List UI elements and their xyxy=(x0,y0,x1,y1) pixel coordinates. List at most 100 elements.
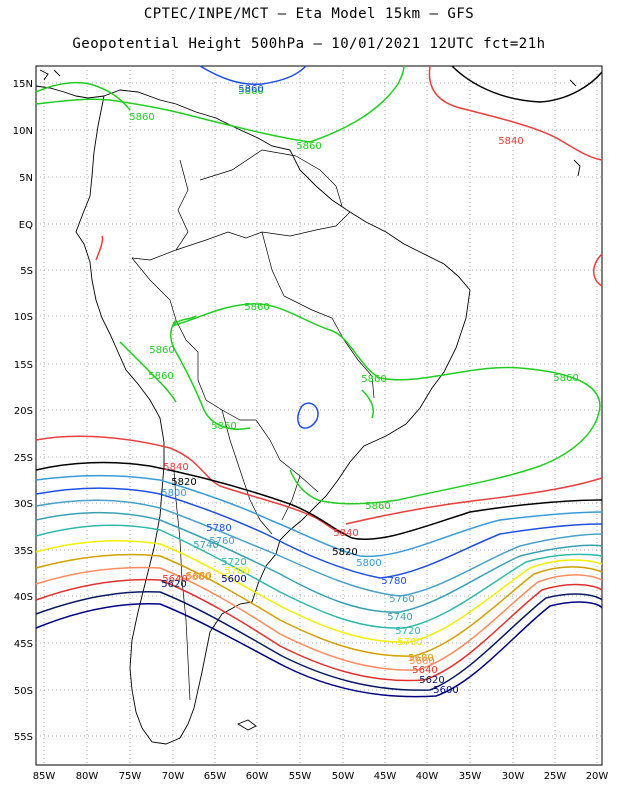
contour-label-5620: 5620 xyxy=(419,675,444,686)
contour-5820 xyxy=(451,65,603,103)
contour-5620 xyxy=(35,590,603,691)
political-borders xyxy=(131,149,375,701)
falkland-islands xyxy=(236,719,257,731)
contour-label-5760: 5760 xyxy=(389,594,414,605)
south-america-coastline xyxy=(75,89,471,745)
contour-label-5660: 5660 xyxy=(185,572,210,583)
lon-tick-label: 80W xyxy=(76,771,99,782)
contour-label-5720: 5720 xyxy=(221,557,246,568)
graticule xyxy=(36,66,602,765)
lat-tick-label: 15S xyxy=(14,360,33,371)
contour-label-5860: 5860 xyxy=(361,374,386,385)
contour-5860 xyxy=(35,81,131,111)
contour-label-5800: 5800 xyxy=(161,488,186,499)
contour-5700 xyxy=(35,539,603,643)
contour-label-5680: 5680 xyxy=(186,571,211,582)
contour-5780 xyxy=(297,402,319,429)
lat-tick-label: 15N xyxy=(13,79,33,90)
lon-tick-label: 60W xyxy=(246,771,269,782)
coastline-layer xyxy=(35,69,581,745)
contour-5760 xyxy=(35,499,603,597)
contour-label-5640: 5640 xyxy=(412,665,437,676)
contour-5860 xyxy=(173,315,197,325)
lat-tick-label: 5S xyxy=(20,266,33,277)
contour-label-5860: 5860 xyxy=(296,141,321,152)
lon-tick-label: 30W xyxy=(502,771,525,782)
contour-label-5620: 5620 xyxy=(161,579,186,590)
contour-5820 xyxy=(35,461,603,541)
contour-label-5840: 5840 xyxy=(333,528,358,539)
contour-label-5640: 5640 xyxy=(162,574,187,585)
contour-5780 xyxy=(35,487,603,579)
contour-5860 xyxy=(171,303,601,505)
contour-5840 xyxy=(35,435,347,535)
contour-5860 xyxy=(361,389,374,419)
contour-5640 xyxy=(35,578,603,682)
contour-label-5860: 5860 xyxy=(148,371,173,382)
contour-label-5800: 5800 xyxy=(356,558,381,569)
lat-tick-label: 5N xyxy=(19,173,33,184)
contour-label-5720: 5720 xyxy=(395,626,420,637)
lat-tick-label: 10N xyxy=(13,126,33,137)
lon-tick-label: 85W xyxy=(33,771,56,782)
contour-label-5860: 5860 xyxy=(553,373,578,384)
contour-label-5860: 5860 xyxy=(238,86,263,97)
lon-tick-label: 35W xyxy=(459,771,482,782)
contour-5780 xyxy=(199,65,307,86)
contour-label-5860: 5860 xyxy=(365,501,390,512)
contour-label-5860: 5860 xyxy=(149,345,174,356)
lat-tick-label: 50S xyxy=(14,686,33,697)
contour-label-5840: 5840 xyxy=(498,136,523,147)
contour-label-5600: 5600 xyxy=(433,685,458,696)
contour-5860 xyxy=(119,341,177,403)
lat-tick-label: 35S xyxy=(14,546,33,557)
lat-tick-label: 30S xyxy=(14,499,33,510)
contour-layer xyxy=(35,65,603,698)
lon-tick-label: 45W xyxy=(374,771,397,782)
map-frame xyxy=(35,65,603,766)
contour-5720 xyxy=(35,524,603,629)
lat-tick-label: 25S xyxy=(14,453,33,464)
contour-5660 xyxy=(35,566,603,671)
contour-label-5660: 5660 xyxy=(409,656,434,667)
lon-tick-label: 65W xyxy=(204,771,227,782)
contour-5600 xyxy=(35,601,603,698)
title-model: CPTEC/INPE/MCT – Eta Model 15km – GFS xyxy=(143,6,475,22)
contour-label-layer: 5860 5860 5860 5860 5860 5860 5860 5860 5860 5860… xyxy=(129,84,578,696)
lon-tick-label: 50W xyxy=(332,771,355,782)
lat-tick-label: 10S xyxy=(14,312,33,323)
lat-tick-label: 45S xyxy=(14,639,33,650)
lon-tick-label: 40W xyxy=(416,771,439,782)
lon-tick-label: 55W xyxy=(289,771,312,782)
contour-5840 xyxy=(95,235,104,261)
contour-label-5840: 5840 xyxy=(163,462,188,473)
contour-5840 xyxy=(345,477,603,525)
contour-label-5700: 5700 xyxy=(397,637,422,648)
central-american-detail xyxy=(39,69,581,177)
lon-tick-label: 20W xyxy=(586,771,609,782)
contour-label-5780: 5780 xyxy=(206,523,231,534)
contour-5680 xyxy=(35,553,603,657)
lon-tick-label: 70W xyxy=(162,771,185,782)
lat-tick-label: 20S xyxy=(14,406,33,417)
lon-tick-label: 25W xyxy=(544,771,567,782)
contour-label-5820: 5820 xyxy=(171,477,196,488)
contour-label-5760: 5760 xyxy=(209,536,234,547)
contour-5800 xyxy=(35,474,603,558)
lat-tick-label: 55S xyxy=(14,732,33,743)
contour-label-5740: 5740 xyxy=(387,612,412,623)
contour-label-5680: 5680 xyxy=(408,653,433,664)
contour-label-5820: 5820 xyxy=(332,547,357,558)
contour-5860 xyxy=(170,319,251,430)
contour-5860 xyxy=(35,65,405,143)
contour-label-5740: 5740 xyxy=(193,540,218,551)
contour-label-5780: 5780 xyxy=(381,576,406,587)
contour-5840 xyxy=(428,65,603,161)
contour-label-5860: 5860 xyxy=(244,302,269,313)
contour-5740 xyxy=(35,511,603,613)
contour-label-5860: 5860 xyxy=(211,421,236,432)
contour-label-5860: 5860 xyxy=(129,112,154,123)
contour-label-5700: 5700 xyxy=(224,566,249,577)
lat-tick-label: 40S xyxy=(14,592,33,603)
